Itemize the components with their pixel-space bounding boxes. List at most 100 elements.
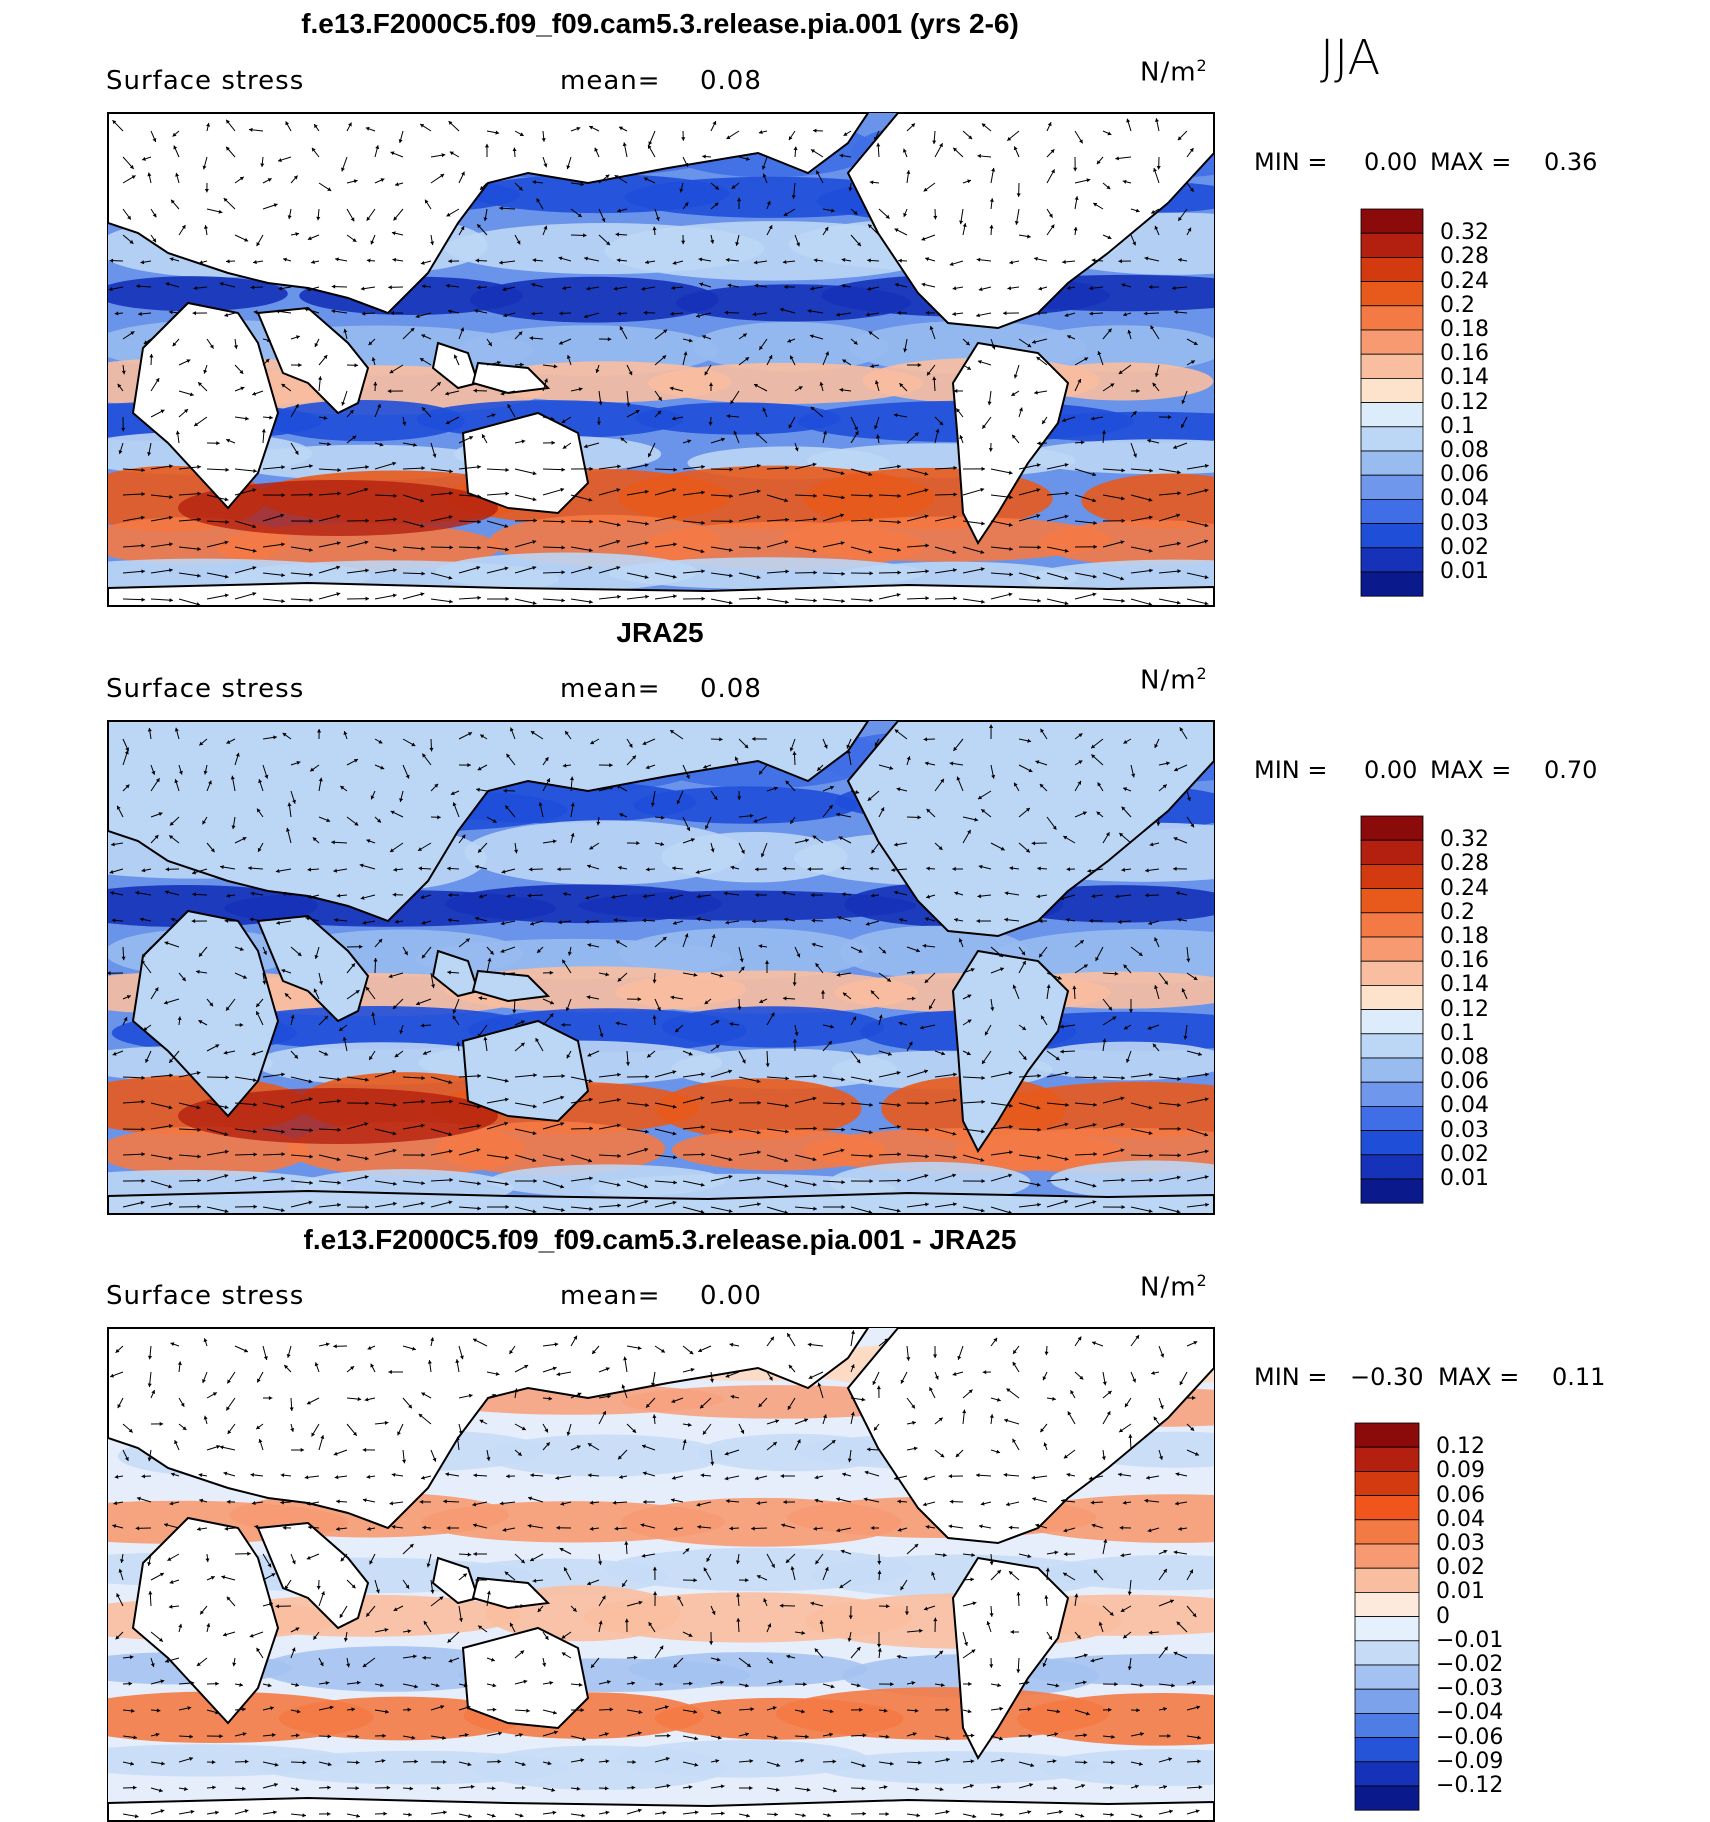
colorbar-swatch (1361, 403, 1423, 427)
colorbar-swatch (1361, 816, 1423, 840)
colorbar-swatch (1355, 1617, 1419, 1641)
colorbar-tick-label: 0.16 (1440, 948, 1489, 973)
colorbar-tick-label: −0.03 (1436, 1676, 1503, 1701)
max-value: 0.36 (1544, 148, 1597, 176)
colorbar-tick-label: 0.03 (1436, 1531, 1485, 1556)
min-label: MIN = (1254, 148, 1327, 176)
colorbar-swatch (1361, 1058, 1423, 1082)
colorbar-swatch (1361, 427, 1423, 451)
min-value: −0.30 (1350, 1363, 1424, 1391)
mean-label: mean= (560, 1281, 661, 1311)
map-plot (107, 1327, 1215, 1822)
colorbar-swatch (1355, 1762, 1419, 1786)
colorbar-swatch (1355, 1689, 1419, 1713)
colorbar-swatch (1361, 1106, 1423, 1130)
contour-blob (633, 786, 858, 823)
colorbar-swatch (1355, 1447, 1419, 1471)
mean-value: 0.08 (700, 674, 762, 704)
colorbar-tick-label: 0.03 (1440, 1118, 1489, 1143)
colorbar-tick-label: 0.12 (1440, 390, 1489, 415)
colorbar-swatch (1361, 306, 1423, 330)
colorbar-swatch (1361, 1131, 1423, 1155)
coastline (463, 413, 588, 513)
mean-label: mean= (560, 674, 661, 704)
colorbar-swatch (1361, 1010, 1423, 1034)
colorbar-tick-label: 0.1 (1440, 414, 1475, 439)
colorbar-swatch (1355, 1641, 1419, 1665)
colorbar-tick-label: −0.01 (1436, 1628, 1503, 1653)
colorbar-tick-label: 0.09 (1436, 1458, 1485, 1483)
colorbar-swatch (1361, 1155, 1423, 1179)
colorbar-swatch (1361, 1082, 1423, 1106)
units-label: N/m2 (1140, 664, 1208, 696)
colorbar-tick-label: 0.02 (1436, 1555, 1485, 1580)
colorbar-swatch (1361, 282, 1423, 306)
colorbar-tick-label: 0.18 (1440, 317, 1489, 342)
max-label: MAX = (1430, 756, 1511, 784)
colorbar-tick-label: 0.02 (1440, 535, 1489, 560)
colorbar-swatch (1361, 451, 1423, 475)
season-label: JJA (1320, 30, 1380, 86)
colorbar-swatch (1355, 1544, 1419, 1568)
map-plot (107, 112, 1215, 607)
colorbar-tick-label: 0.06 (1440, 1069, 1489, 1094)
colorbar-tick-label: 0.12 (1440, 997, 1489, 1022)
variable-label: Surface stress (106, 674, 304, 704)
max-value: 0.70 (1544, 756, 1597, 784)
colorbar-swatch (1361, 937, 1423, 961)
colorbar-swatch (1355, 1665, 1419, 1689)
colorbar-swatch (1361, 1034, 1423, 1058)
colorbar-tick-label: 0.2 (1440, 293, 1475, 318)
colorbar-tick-label: 0.08 (1440, 438, 1489, 463)
min-label: MIN = (1254, 1363, 1327, 1391)
colorbar-swatch (1355, 1496, 1419, 1520)
colorbar-swatch (1361, 378, 1423, 402)
panel-title: JRA25 (0, 617, 1320, 649)
colorbar-tick-label: 0.06 (1436, 1483, 1485, 1508)
colorbar-tick-label: −0.12 (1436, 1773, 1503, 1798)
colorbar-tick-label: 0.01 (1440, 1166, 1489, 1191)
colorbar-tick-label: 0 (1436, 1604, 1450, 1629)
colorbar-tick-label: −0.02 (1436, 1652, 1503, 1677)
mean-value: 0.08 (700, 66, 762, 96)
colorbar-swatch (1355, 1471, 1419, 1495)
colorbar-swatch (1361, 961, 1423, 985)
contour-blob (662, 1006, 884, 1047)
colorbar-tick-label: 0.04 (1436, 1507, 1485, 1532)
min-value: 0.00 (1364, 148, 1417, 176)
colorbar-tick-label: 0.28 (1440, 851, 1489, 876)
colorbar-tick-label: 0.1 (1440, 1021, 1475, 1046)
colorbar-tick-label: 0.2 (1440, 900, 1475, 925)
colorbar-tick-label: 0.06 (1440, 462, 1489, 487)
max-value: 0.11 (1552, 1363, 1605, 1391)
panel-title: f.e13.F2000C5.f09_f09.cam5.3.release.pia… (0, 1224, 1320, 1256)
colorbar-swatch (1361, 209, 1423, 233)
colorbar-tick-label: 0.04 (1440, 486, 1489, 511)
units-label: N/m2 (1140, 56, 1208, 88)
colorbar-swatch (1361, 840, 1423, 864)
min-value: 0.00 (1364, 756, 1417, 784)
colorbar-swatch (1361, 1179, 1423, 1203)
colorbar-swatch (1361, 354, 1423, 378)
colorbar-tick-label: 0.03 (1440, 511, 1489, 536)
colorbar-tick-label: 0.01 (1440, 559, 1489, 584)
colorbar-swatch (1361, 889, 1423, 913)
colorbar-swatch (1361, 257, 1423, 281)
contour-blob (629, 1652, 868, 1687)
mean-label: mean= (560, 66, 661, 96)
colorbar-swatch (1355, 1786, 1419, 1810)
colorbar-swatch (1361, 330, 1423, 354)
colorbar-swatch (1355, 1520, 1419, 1544)
colorbar-swatch (1361, 475, 1423, 499)
max-label: MAX = (1438, 1363, 1519, 1391)
colorbar-tick-label: 0.16 (1440, 341, 1489, 366)
panel-title: f.e13.F2000C5.f09_f09.cam5.3.release.pia… (0, 8, 1320, 40)
colorbar-tick-label: 0.12 (1436, 1434, 1485, 1459)
mean-value: 0.00 (700, 1281, 762, 1311)
colorbar-swatch (1361, 864, 1423, 888)
colorbar-swatch (1355, 1568, 1419, 1592)
colorbar-swatch (1361, 524, 1423, 548)
variable-label: Surface stress (106, 66, 304, 96)
